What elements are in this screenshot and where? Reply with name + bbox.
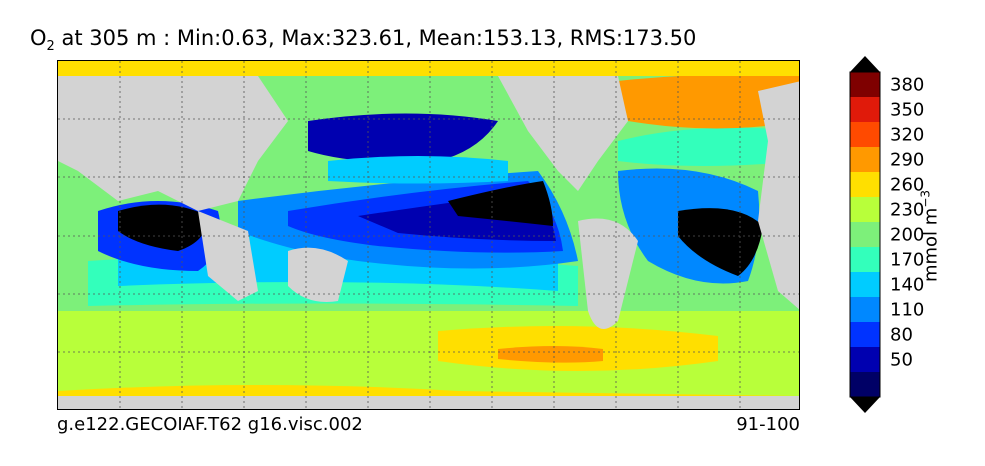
colorbar-unit-label: mmol m−3 bbox=[918, 189, 942, 283]
map-title: O2 at 305 m : Min:0.63, Max:323.61, Mean… bbox=[30, 26, 697, 55]
colorbar-segment-110 bbox=[850, 297, 880, 322]
years-label: 91-100 bbox=[736, 414, 800, 435]
colorbar-segment-320 bbox=[850, 122, 880, 147]
colorbar-bottom-arrow bbox=[850, 397, 880, 413]
colorbar-tick-260: 260 bbox=[890, 175, 924, 196]
colorbar-tick-200: 200 bbox=[890, 225, 924, 246]
colorbar-segment-170 bbox=[850, 247, 880, 272]
colorbar-segment-350 bbox=[850, 97, 880, 122]
colorbar-tick-110: 110 bbox=[890, 300, 924, 321]
colorbar-segment-230 bbox=[850, 197, 880, 222]
case-name-label: g.e122.GECOIAF.T62 g16.visc.002 bbox=[57, 414, 363, 435]
colorbar-segment-290 bbox=[850, 147, 880, 172]
colorbar-tick-350: 350 bbox=[890, 100, 924, 121]
colorbar-tick-170: 170 bbox=[890, 250, 924, 271]
colorbar-segment-140 bbox=[850, 272, 880, 297]
colorbar-tick-80: 80 bbox=[890, 325, 913, 346]
colorbar-outline bbox=[849, 71, 881, 398]
colorbar-top-arrow bbox=[850, 56, 880, 72]
colorbar: 380 350 320 290 260 230 200 170 140 110 80 50 bbox=[849, 56, 924, 413]
colorbar-segment-bottom bbox=[850, 372, 880, 397]
colorbar-segment-50 bbox=[850, 347, 880, 372]
colorbar-tick-320: 320 bbox=[890, 125, 924, 146]
colorbar-tick-230: 230 bbox=[890, 200, 924, 221]
ocean-oxygen-map bbox=[57, 60, 800, 410]
colorbar-tick-140: 140 bbox=[890, 275, 924, 296]
colorbar-segment-260 bbox=[850, 172, 880, 197]
colorbar-tick-290: 290 bbox=[890, 150, 924, 171]
colorbar-tick-380: 380 bbox=[890, 75, 924, 96]
colorbar-segment-80 bbox=[850, 322, 880, 347]
colorbar-segment-200 bbox=[850, 222, 880, 247]
colorbar-tick-50: 50 bbox=[890, 350, 913, 371]
colorbar-segment-380 bbox=[850, 72, 880, 97]
